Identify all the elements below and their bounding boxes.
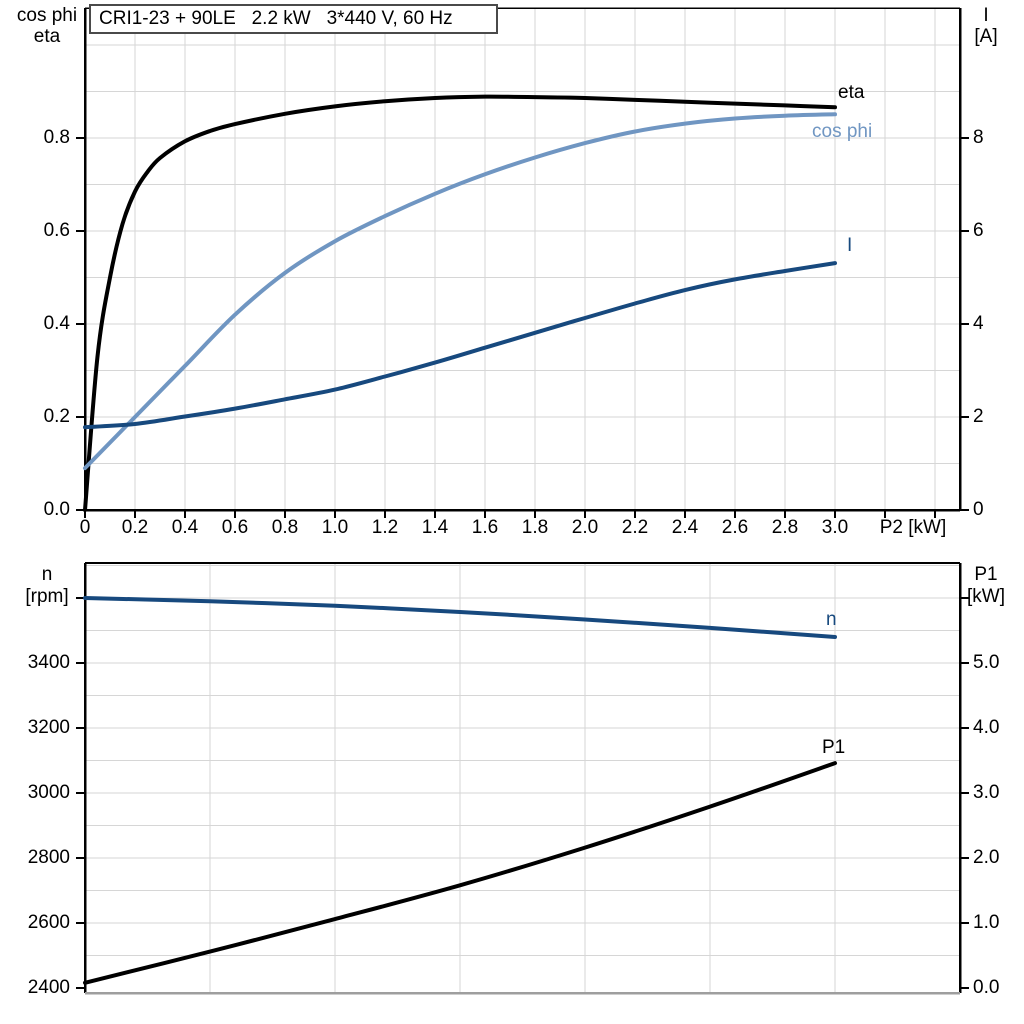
left-tick-label-3000: 3000 bbox=[27, 782, 70, 803]
x-tick-label-3.0: 3.0 bbox=[821, 517, 849, 538]
right-tick-label-5.0: 5.0 bbox=[973, 652, 1000, 673]
x-axis-label: P2 [kW] bbox=[879, 517, 947, 538]
left-tick-label-0.0: 0.0 bbox=[43, 499, 70, 520]
left-tick-label-2800: 2800 bbox=[27, 847, 70, 868]
x-tick-label-1.4: 1.4 bbox=[421, 517, 449, 538]
current-curve-label: I bbox=[847, 235, 853, 256]
x-tick-label-0.2: 0.2 bbox=[121, 517, 149, 538]
x-tick-label-2.8: 2.8 bbox=[771, 517, 799, 538]
x-tick-label-1.8: 1.8 bbox=[521, 517, 549, 538]
top-left-axis-title-line2: eta bbox=[33, 26, 61, 47]
p1-curve-label: P1 bbox=[822, 737, 846, 758]
left-tick-label-0.2: 0.2 bbox=[43, 406, 70, 427]
curve-P1 bbox=[83, 761, 837, 985]
x-tick-label-0.8: 0.8 bbox=[271, 517, 299, 538]
right-tick-label-8: 8 bbox=[973, 127, 984, 148]
x-tick-label-0.4: 0.4 bbox=[171, 517, 199, 538]
right-tick-label-6: 6 bbox=[973, 220, 984, 241]
bottom-right-axis-title-line1: P1 bbox=[974, 564, 998, 585]
x-tick-label-1.6: 1.6 bbox=[471, 517, 499, 538]
right-tick-label-2: 2 bbox=[973, 406, 984, 427]
x-tick-label-2.4: 2.4 bbox=[671, 517, 699, 538]
curve-I bbox=[83, 261, 837, 430]
x-tick-label-2.0: 2.0 bbox=[571, 517, 599, 538]
curve-n bbox=[83, 596, 837, 639]
right-tick-label-0: 0 bbox=[973, 499, 984, 520]
bottom-right-axis-title-line2: [kW] bbox=[967, 586, 1005, 607]
x-tick-label-1.0: 1.0 bbox=[321, 517, 349, 538]
right-tick-label-4: 4 bbox=[973, 313, 984, 334]
left-tick-label-0.4: 0.4 bbox=[43, 313, 70, 334]
bottom-left-axis-title-line1: n bbox=[41, 564, 53, 585]
left-tick-label-3400: 3400 bbox=[27, 652, 70, 673]
eta-curve-label: eta bbox=[838, 82, 865, 103]
right-tick-label-3.0: 3.0 bbox=[973, 782, 1000, 803]
top-right-axis-title-line1: I bbox=[983, 5, 989, 26]
cos-phi-curve-label: cos phi bbox=[812, 121, 873, 142]
curve-eta bbox=[83, 94, 837, 512]
x-tick-label-0.6: 0.6 bbox=[221, 517, 249, 538]
top-left-axis-title-line1: cos phi bbox=[16, 5, 78, 26]
right-tick-label-2.0: 2.0 bbox=[973, 847, 1000, 868]
x-tick-label-1.2: 1.2 bbox=[371, 517, 399, 538]
right-tick-label-4.0: 4.0 bbox=[973, 717, 1000, 738]
right-tick-label-1.0: 1.0 bbox=[973, 912, 1000, 933]
chart-title-box: CRI1-23 + 90LE 2.2 kW 3*440 V, 60 Hz bbox=[89, 4, 498, 34]
x-tick-label-2.6: 2.6 bbox=[721, 517, 749, 538]
speed-curve-label: n bbox=[826, 609, 837, 630]
left-tick-label-0.6: 0.6 bbox=[43, 220, 70, 241]
left-tick-label-2400: 2400 bbox=[27, 977, 70, 998]
bottom-left-axis-title-line2: [rpm] bbox=[25, 586, 69, 607]
right-tick-label-0.0: 0.0 bbox=[973, 977, 1000, 998]
left-tick-label-3200: 3200 bbox=[27, 717, 70, 738]
left-tick-label-0.8: 0.8 bbox=[43, 127, 70, 148]
left-tick-label-2600: 2600 bbox=[27, 912, 70, 933]
curve-cos-phi bbox=[83, 112, 837, 471]
x-tick-label-0: 0 bbox=[79, 517, 91, 538]
x-tick-label-2.2: 2.2 bbox=[621, 517, 649, 538]
top-right-axis-title-line2: [A] bbox=[974, 26, 998, 47]
